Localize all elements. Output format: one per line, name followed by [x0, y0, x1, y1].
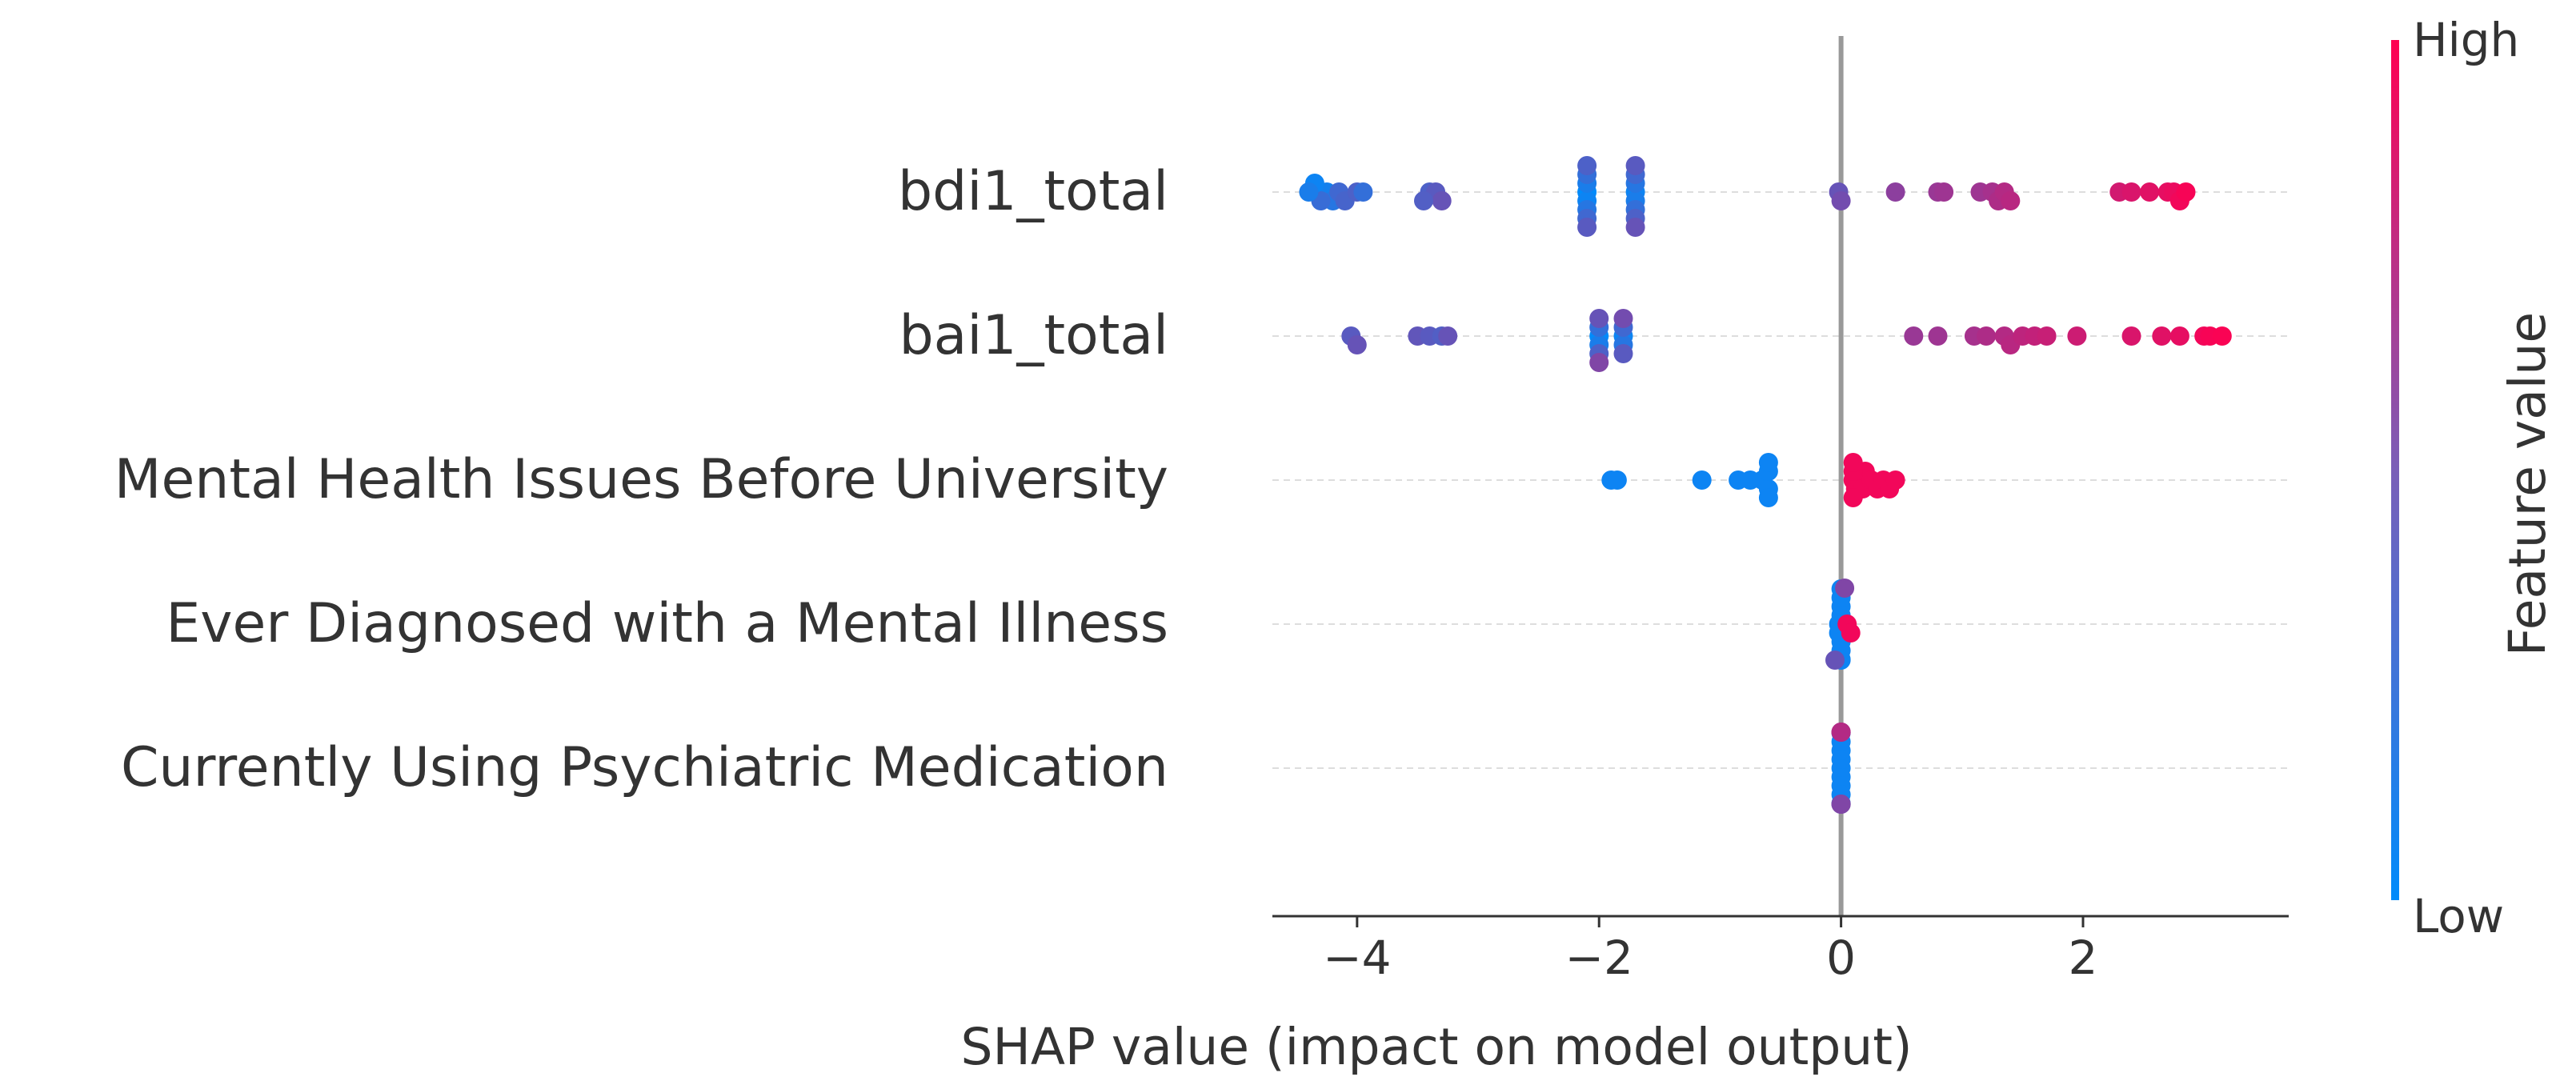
shap-point [1825, 651, 1845, 670]
shap-point [1692, 470, 1712, 490]
shap-point [1885, 470, 1905, 490]
colorbar-title: Feature value [2498, 312, 2557, 656]
shap-point [1577, 156, 1597, 175]
shap-point [1607, 470, 1627, 490]
shap-point [1934, 182, 1954, 202]
shap-point [1904, 326, 1924, 346]
shap-point [1414, 191, 1433, 210]
x-axis-ticks: −4 −2 0 2 [1323, 916, 2097, 985]
shap-point [2152, 326, 2172, 346]
shap-point [1841, 623, 1861, 643]
shap-point [1977, 326, 1996, 346]
shap-point [2067, 326, 2087, 346]
shap-point [1831, 795, 1851, 814]
shap-point [1843, 453, 1863, 472]
colorbar [2391, 40, 2399, 900]
shap-points [1299, 156, 2232, 814]
feature-labels: bdi1_total bai1_total Mental Health Issues… [114, 160, 1168, 799]
shap-point [2121, 182, 2141, 202]
shap-point [1625, 218, 1645, 237]
shap-point [1589, 353, 1609, 372]
feature-label: bdi1_total [898, 160, 1168, 223]
colorbar-low-label: Low [2413, 889, 2504, 943]
colorbar-high-label: High [2413, 13, 2519, 67]
x-tick-label: −4 [1323, 931, 1392, 985]
shap-point [1758, 488, 1778, 507]
shap-point [1843, 488, 1863, 507]
shap-point [1831, 191, 1851, 210]
shap-point [1353, 182, 1373, 202]
shap-point [1347, 335, 1367, 354]
shap-point [2212, 326, 2232, 346]
shap-point [1625, 156, 1645, 175]
shap-point [1613, 344, 1633, 363]
shap-point [2176, 182, 2196, 202]
shap-point [1589, 309, 1609, 328]
shap-point [1758, 453, 1778, 472]
feature-label: Ever Diagnosed with a Mental Illness [166, 592, 1168, 655]
feature-label: Mental Health Issues Before University [114, 448, 1168, 511]
shap-point [2037, 326, 2057, 346]
x-tick-label: −2 [1564, 931, 1633, 985]
shap-point [1928, 326, 1948, 346]
shap-point [2121, 326, 2141, 346]
shap-point [1577, 218, 1597, 237]
shap-point [1299, 182, 1319, 202]
shap-point [1831, 723, 1851, 742]
shap-point [1835, 579, 1855, 598]
shap-point [1885, 182, 1905, 202]
shap-point [1432, 191, 1452, 210]
x-axis-label: SHAP value (impact on model output) [960, 1018, 1912, 1076]
shap-point [1613, 309, 1633, 328]
x-tick-label: 2 [2069, 931, 2098, 985]
shap-point [2169, 326, 2189, 346]
shap-point [2001, 191, 2021, 210]
shap-point [1438, 326, 1458, 346]
row-gridlines [1272, 191, 2289, 769]
feature-label: Currently Using Psychiatric Medication [121, 736, 1168, 799]
x-tick-label: 0 [1826, 931, 1856, 985]
feature-label: bai1_total [899, 304, 1168, 367]
shap-point [2140, 182, 2160, 202]
